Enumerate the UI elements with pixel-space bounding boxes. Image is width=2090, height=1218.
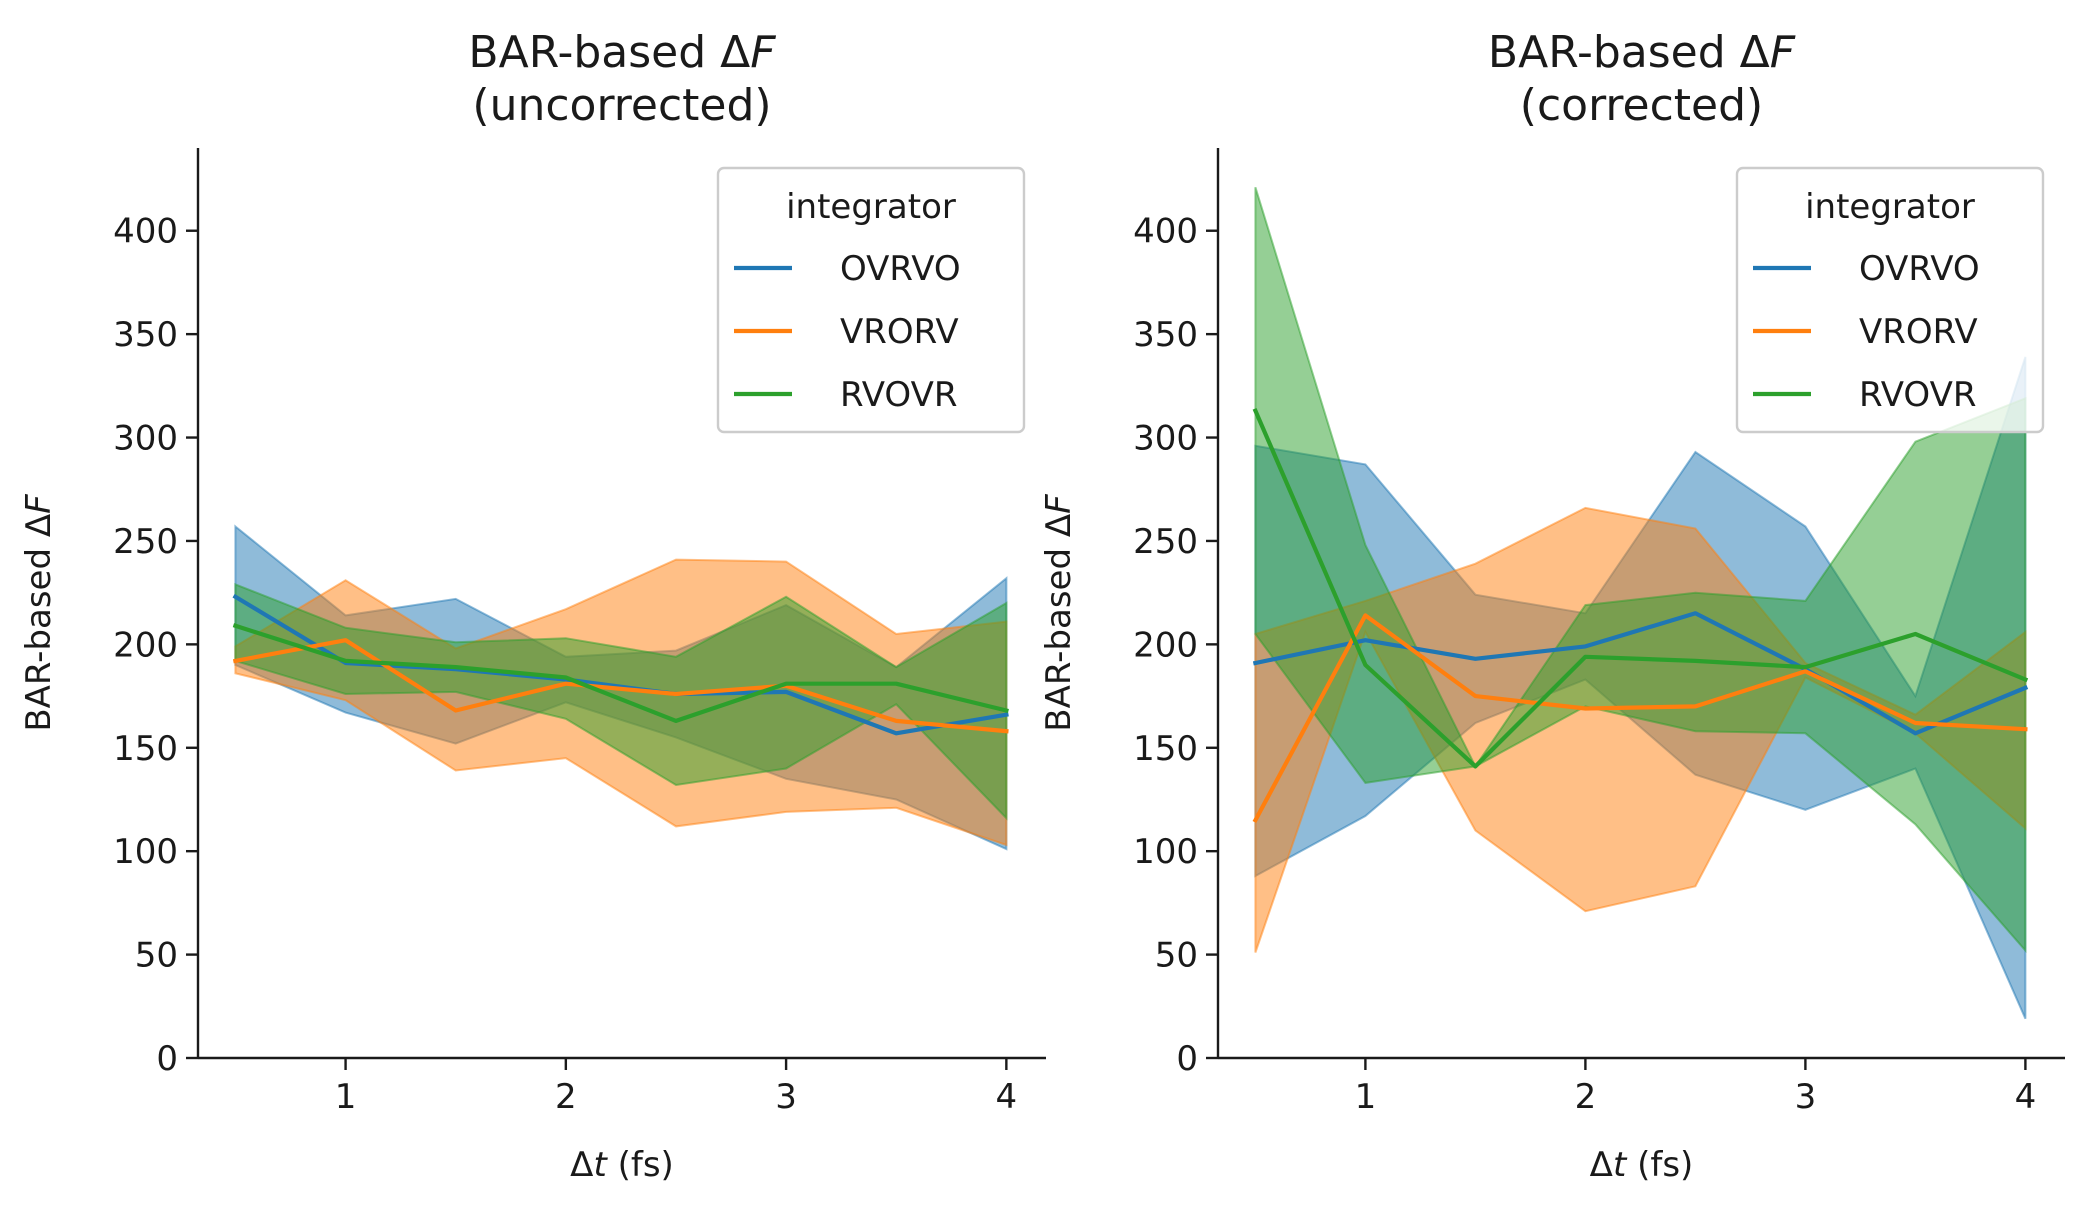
x-tick-label: 3 (775, 1077, 797, 1117)
y-tick-label: 50 (1155, 936, 1198, 976)
y-tick-label: 300 (1133, 419, 1198, 459)
chart-panel-corrected: BAR-based ΔF(corrected)05010015020025030… (1039, 27, 2065, 1185)
legend-box (716, 166, 1026, 434)
legend-title: integrator (1805, 187, 1975, 227)
band-rvovr (1254, 187, 2027, 954)
y-tick-label: 100 (1133, 832, 1198, 872)
x-tick-label: 1 (1355, 1077, 1377, 1117)
y-tick-label: 100 (113, 832, 178, 872)
y-tick-label: 250 (1133, 522, 1198, 562)
legend-label-rvovr: RVOVR (840, 375, 957, 415)
legend-label-vrorv: VRORV (840, 312, 959, 352)
series-line-vrorv (232, 638, 1009, 734)
y-tick-label: 350 (1133, 315, 1198, 355)
x-tick-label: 4 (996, 1077, 1018, 1117)
x-tick-label: 4 (2015, 1077, 2037, 1117)
y-axis-label: BAR-based ΔF (19, 494, 59, 732)
y-tick-label: 200 (1133, 625, 1198, 665)
legend-title: integrator (786, 187, 956, 227)
chart-panel-uncorrected: BAR-based ΔF(uncorrected)050100150200250… (19, 27, 1046, 1185)
x-axis-label: Δt (fs) (1590, 1145, 1694, 1185)
y-tick-label: 150 (113, 729, 178, 769)
y-tick-label: 350 (113, 315, 178, 355)
chart-subtitle: (corrected) (1520, 80, 1763, 131)
legend-label-ovrvo: OVRVO (840, 249, 961, 289)
y-tick-label: 200 (113, 625, 178, 665)
y-tick-label: 0 (1176, 1039, 1198, 1079)
chart-title: BAR-based ΔF (468, 27, 776, 78)
y-axis-label: BAR-based ΔF (1039, 494, 1079, 732)
chart-subtitle: (uncorrected) (472, 80, 771, 131)
x-tick-label: 2 (1575, 1077, 1597, 1117)
x-tick-label: 3 (1795, 1077, 1817, 1117)
legend-label-vrorv: VRORV (1859, 312, 1978, 352)
series-line-ovrvo (1252, 611, 2029, 736)
y-tick-label: 0 (156, 1039, 178, 1079)
y-tick-label: 400 (1133, 212, 1198, 252)
legend-label-ovrvo: OVRVO (1859, 249, 1980, 289)
y-tick-label: 300 (113, 419, 178, 459)
x-tick-label: 2 (555, 1077, 577, 1117)
legend-box (1735, 166, 2045, 434)
y-tick-label: 150 (1133, 729, 1198, 769)
x-axis-label: Δt (fs) (570, 1145, 674, 1185)
x-tick-label: 1 (335, 1077, 357, 1117)
series-line-rvovr (232, 623, 1009, 724)
legend-label-rvovr: RVOVR (1859, 375, 1976, 415)
series-line-rvovr (1252, 407, 2029, 769)
series-line-vrorv (1252, 613, 2028, 824)
y-tick-label: 50 (135, 936, 178, 976)
y-tick-label: 250 (113, 522, 178, 562)
chart-title: BAR-based ΔF (1488, 27, 1796, 78)
y-tick-label: 400 (113, 212, 178, 252)
